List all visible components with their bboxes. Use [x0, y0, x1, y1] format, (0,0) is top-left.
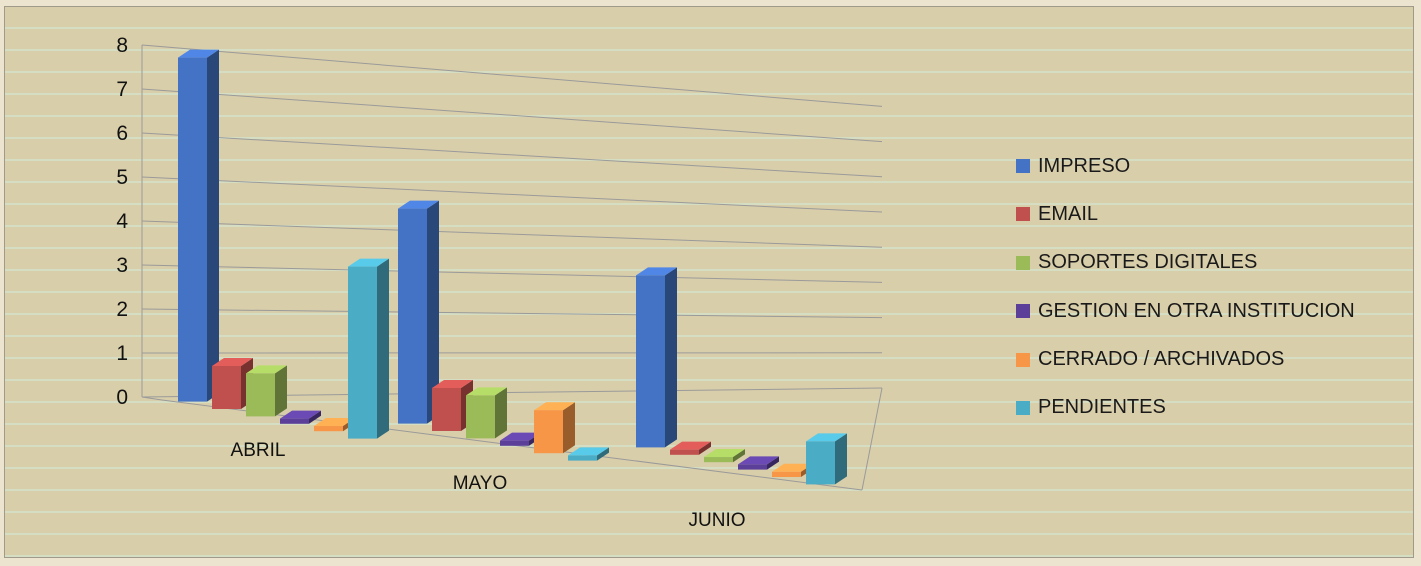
bar: [246, 373, 275, 417]
y-tick-label: 1: [116, 342, 128, 365]
bar-top: [398, 200, 439, 209]
bar: [636, 275, 665, 448]
bar: [772, 471, 801, 477]
bar: [500, 440, 529, 446]
chart-legend: IMPRESO EMAIL SOPORTES DIGITALES GESTION EN…: [1016, 154, 1355, 444]
chart-frame: [4, 6, 1414, 558]
bar-top: [314, 418, 355, 426]
bar-top: [534, 402, 575, 411]
gridline: [141, 220, 883, 248]
legend-item: EMAIL: [1016, 202, 1355, 226]
bar: [704, 457, 733, 463]
legend-item: GESTION EN OTRA INSTITUCION: [1016, 299, 1355, 323]
bar: [280, 418, 309, 424]
bar: [670, 449, 699, 455]
legend-label: GESTION EN OTRA INSTITUCION: [1038, 299, 1355, 322]
bar-side: [495, 387, 507, 439]
bar-top: [500, 432, 541, 441]
bar-side: [377, 258, 389, 439]
bar: [398, 208, 427, 424]
bar-top: [636, 267, 677, 276]
bar-top: [466, 387, 507, 396]
bar-top: [670, 441, 711, 450]
bar-top: [738, 456, 779, 465]
gridline: [141, 308, 883, 319]
floor-edge-left: [141, 396, 163, 401]
legend-swatch: [1016, 400, 1030, 415]
legend-swatch: [1016, 255, 1030, 270]
y-tick-label: 5: [116, 166, 128, 189]
bar-side: [563, 402, 575, 454]
gridline: [141, 264, 883, 283]
bar-top: [212, 358, 253, 366]
legend-label: IMPRESO: [1038, 154, 1131, 177]
legend-item: PENDIENTES: [1016, 396, 1355, 420]
bar-top: [432, 380, 473, 388]
x-tick-label: MAYO: [453, 473, 508, 494]
legend-swatch: [1016, 352, 1030, 367]
bar-top: [178, 49, 219, 58]
legend-item: IMPRESO: [1016, 154, 1355, 178]
y-tick-label: 6: [116, 122, 128, 145]
bar: [348, 266, 377, 439]
bar-side: [309, 410, 321, 424]
bar: [738, 464, 767, 470]
x-tick-label: JUNIO: [689, 510, 746, 531]
bar-side: [767, 456, 779, 470]
bar-side: [733, 449, 745, 463]
bar: [806, 441, 835, 485]
bar-side: [597, 447, 609, 461]
legend-label: CERRADO / ARCHIVADOS: [1038, 348, 1285, 371]
bar: [314, 426, 343, 432]
gridline: [141, 44, 883, 107]
legend-swatch: [1016, 207, 1030, 222]
legend-item: CERRADO / ARCHIVADOS: [1016, 348, 1355, 372]
bar-top: [348, 258, 389, 267]
floor-edge-right: [861, 387, 883, 491]
x-tick-label: ABRIL: [231, 440, 286, 461]
legend-item: SOPORTES DIGITALES: [1016, 251, 1355, 275]
bar-top: [772, 463, 813, 472]
y-tick-label: 3: [116, 254, 128, 277]
bar-top: [704, 449, 745, 457]
bar: [178, 57, 207, 402]
bar-side: [275, 365, 287, 417]
bar: [212, 366, 241, 409]
legend-label: PENDIENTES: [1038, 396, 1166, 419]
bar-top: [246, 365, 287, 374]
bar: [432, 388, 461, 431]
y-tick-label: 8: [116, 34, 128, 57]
bar-top: [568, 447, 609, 456]
legend-swatch: [1016, 159, 1030, 173]
bar-side: [207, 49, 219, 402]
legend-swatch: [1016, 304, 1030, 319]
bar: [534, 410, 563, 454]
gridline: [141, 132, 883, 178]
legend-label: SOPORTES DIGITALES: [1038, 251, 1258, 274]
gridline: [141, 176, 883, 213]
bar: [466, 395, 495, 439]
y-tick-label: 4: [116, 210, 128, 233]
y-tick-label: 0: [116, 386, 128, 409]
bar-top: [280, 410, 321, 419]
bar-top: [806, 433, 847, 442]
y-tick-label: 2: [116, 298, 128, 321]
bar: [568, 455, 597, 461]
bar-side: [699, 441, 711, 455]
bar-side: [835, 433, 847, 485]
legend-label: EMAIL: [1038, 202, 1099, 225]
bar-side: [665, 267, 677, 448]
gridline: [141, 88, 883, 143]
bar-side: [427, 200, 439, 424]
y-tick-label: 7: [116, 78, 128, 101]
